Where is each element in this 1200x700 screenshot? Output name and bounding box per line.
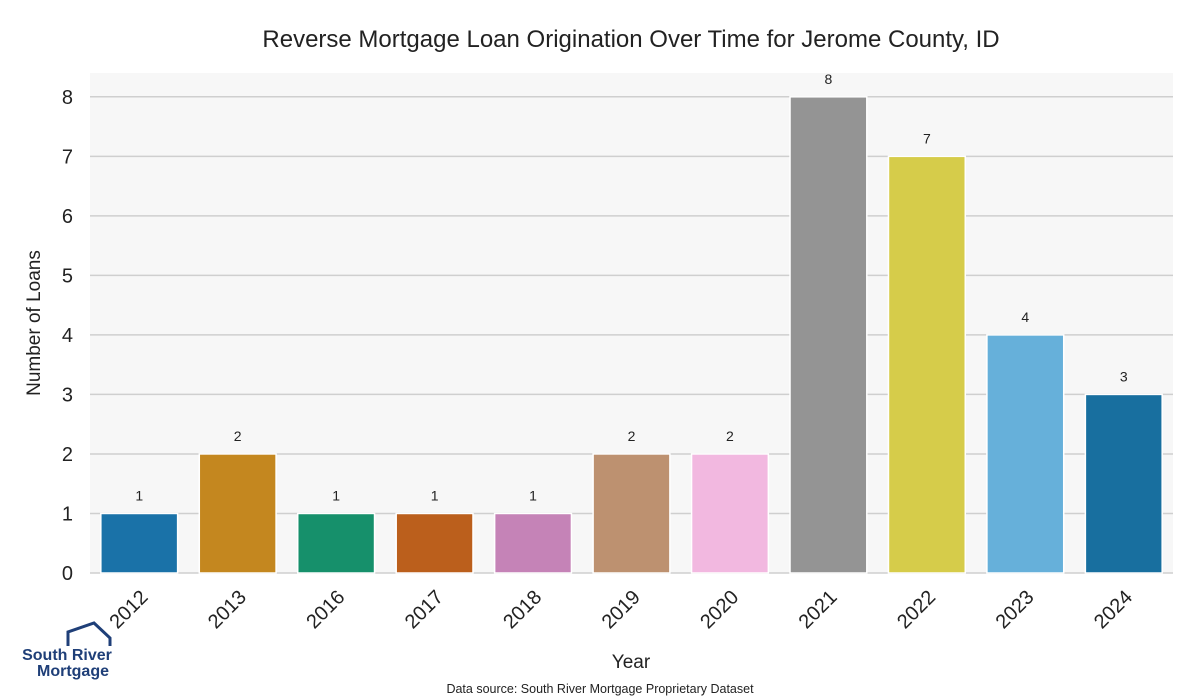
data-label-2020: 2 [726, 428, 734, 444]
y-tick-label: 5 [62, 265, 73, 287]
x-tick-label: 2017 [401, 586, 448, 633]
x-tick-label: 2020 [696, 586, 743, 633]
x-tick-label: 2024 [1090, 586, 1137, 633]
data-label-2017: 1 [431, 487, 439, 503]
x-tick-label: 2023 [992, 586, 1039, 633]
data-source-note: Data source: South River Mortgage Propri… [446, 682, 754, 696]
data-labels: 1 2 1 1 1 2 2 8 7 4 3 [135, 71, 1128, 504]
bar-2018 [493, 512, 573, 574]
y-tick-label: 3 [62, 384, 73, 406]
bar-2017 [395, 512, 474, 574]
data-label-2019: 2 [628, 428, 636, 444]
logo-line-1: South River [22, 647, 112, 664]
y-tick-label: 1 [62, 503, 73, 525]
y-axis-ticks: 0 1 2 3 4 5 6 7 8 [62, 87, 73, 585]
x-tick-label: 2013 [204, 586, 251, 633]
x-tick-label: 2016 [302, 586, 349, 633]
y-tick-label: 4 [62, 325, 73, 347]
x-axis-ticks: 2012 2013 2016 2017 2018 2019 2020 2021 2022 2023… [105, 586, 1137, 633]
data-label-2024: 3 [1120, 368, 1128, 384]
bar-2024 [1084, 393, 1163, 574]
data-label-2012: 1 [135, 487, 143, 503]
y-tick-label: 0 [62, 563, 73, 585]
data-label-2018: 1 [529, 487, 537, 503]
bar-2016 [296, 512, 376, 574]
x-axis-label: Year [612, 652, 651, 673]
bar-2012 [100, 512, 179, 574]
data-label-2023: 4 [1021, 309, 1029, 325]
x-tick-label: 2021 [795, 586, 842, 633]
company-logo: South River Mortgage [22, 621, 112, 680]
x-tick-label: 2019 [598, 586, 645, 633]
data-label-2016: 1 [332, 487, 340, 503]
bar-2021 [789, 96, 868, 574]
y-tick-label: 7 [62, 146, 73, 168]
bar-2022 [887, 155, 967, 574]
x-tick-label: 2012 [105, 586, 152, 633]
logo-line-2: Mortgage [37, 663, 109, 680]
bars [100, 96, 1163, 574]
bar-2023 [986, 334, 1065, 574]
bar-2020 [690, 453, 770, 574]
bar-2013 [198, 453, 277, 574]
data-label-2021: 8 [825, 71, 833, 87]
bar-2019 [592, 453, 671, 574]
y-tick-label: 6 [62, 206, 73, 228]
x-tick-label: 2018 [499, 586, 546, 633]
y-axis-label: Number of Loans [24, 250, 45, 396]
y-tick-label: 8 [62, 87, 73, 109]
house-roof-icon [66, 621, 112, 646]
x-tick-label: 2022 [893, 586, 940, 633]
chart-title: Reverse Mortgage Loan Origination Over T… [262, 26, 999, 53]
y-tick-label: 2 [62, 444, 73, 466]
data-label-2022: 7 [923, 130, 931, 146]
data-label-2013: 2 [234, 428, 242, 444]
